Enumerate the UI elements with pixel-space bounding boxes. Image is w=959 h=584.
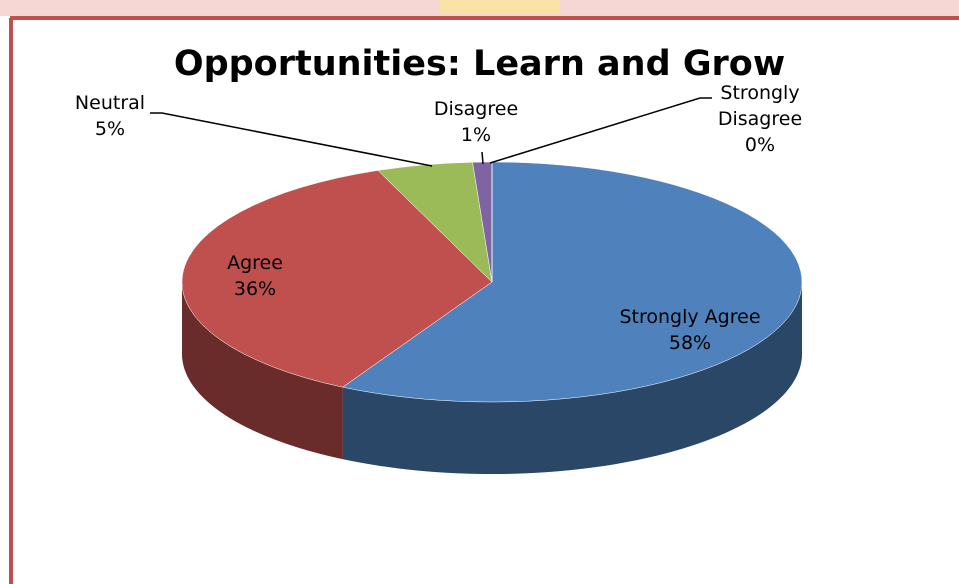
slice: [181, 170, 493, 388]
data-label: Disagree 1%: [426, 96, 526, 148]
label-name: Disagree: [433, 98, 519, 120]
slice-side: [181, 282, 343, 460]
data-label: Strongly Agree 58%: [600, 304, 780, 356]
label-value: 58%: [668, 332, 712, 354]
label-name: Strongly Disagree: [717, 82, 803, 130]
pie-sides: [181, 282, 802, 475]
leader-line: [150, 112, 433, 167]
slice-side-shade: [342, 282, 802, 475]
label-value: 5%: [94, 118, 126, 140]
label-value: 0%: [744, 134, 776, 156]
leader-line: [481, 151, 484, 165]
top-ornament: [440, 0, 560, 14]
pie-tops: [181, 161, 803, 403]
label-name: Neutral: [74, 92, 146, 114]
data-label: Agree 36%: [200, 250, 310, 302]
data-label: Strongly Disagree 0%: [700, 80, 820, 158]
leader-lines: [150, 97, 712, 167]
leader-line: [489, 97, 712, 164]
label-name: Strongly Agree: [619, 306, 761, 328]
slice-side: [342, 282, 802, 475]
chart-title: Opportunities: Learn and Grow: [173, 44, 786, 84]
label-name: Agree: [227, 252, 283, 274]
label-value: 36%: [233, 278, 277, 300]
slice: [342, 161, 803, 403]
slice-side-shade: [181, 282, 343, 460]
data-label: Neutral 5%: [60, 90, 160, 142]
label-value: 1%: [460, 124, 492, 146]
